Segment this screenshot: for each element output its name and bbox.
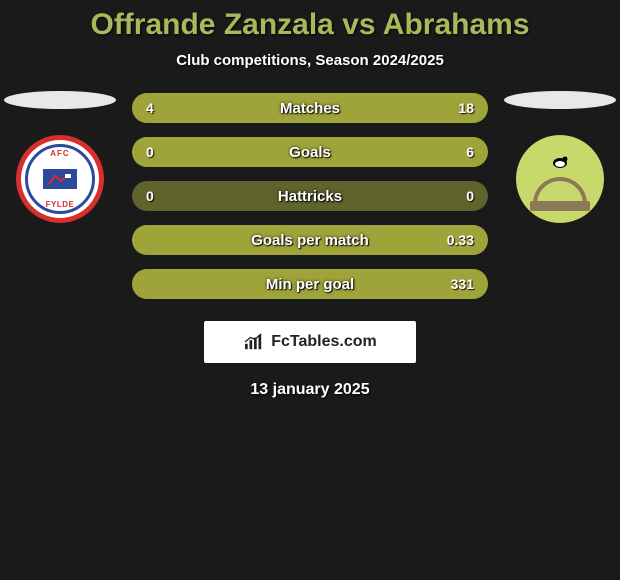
stat-bar: 0 Goals 6: [132, 137, 488, 167]
right-name-ellipse: [504, 91, 616, 109]
bar-value-right: 18: [458, 100, 474, 116]
bar-value-left: 0: [146, 144, 154, 160]
bar-label: Hattricks: [278, 188, 342, 205]
bar-label: Goals: [289, 144, 331, 161]
badge-right-base: [530, 201, 590, 211]
bar-right-fill: [197, 93, 488, 123]
badge-left-top-text: AFC: [50, 149, 69, 158]
badge-left-mid: [43, 169, 77, 189]
bar-value-right: 331: [451, 276, 474, 292]
page-title: Offrande Zanzala vs Abrahams: [0, 8, 620, 42]
stat-bars: 4 Matches 18 0 Goals 6 0 Hattricks 0 Goals per ma…: [132, 91, 488, 299]
comparison-row: AFC FYLDE 4 Matches 18 0 Goals 6 0 Hattricks 0 Go…: [0, 91, 620, 299]
bar-value-right: 0.33: [447, 232, 474, 248]
right-player-col: [504, 91, 616, 223]
date: 13 january 2025: [0, 381, 620, 399]
stat-bar: 0 Hattricks 0: [132, 181, 488, 211]
bar-label: Goals per match: [251, 232, 369, 249]
bar-value-right: 6: [466, 144, 474, 160]
bar-value-right: 0: [466, 188, 474, 204]
subtitle: Club competitions, Season 2024/2025: [0, 52, 620, 69]
stat-bar: Goals per match 0.33: [132, 225, 488, 255]
bar-label: Min per goal: [266, 276, 354, 293]
chart-icon: [243, 333, 265, 351]
left-name-ellipse: [4, 91, 116, 109]
stat-bar: 4 Matches 18: [132, 93, 488, 123]
watermark-text: FcTables.com: [271, 333, 377, 351]
badge-left-bottom-text: FYLDE: [46, 200, 75, 209]
right-club-badge: [516, 135, 604, 223]
bar-left-fill: [132, 93, 197, 123]
left-club-badge: AFC FYLDE: [16, 135, 104, 223]
bar-label: Matches: [280, 100, 340, 117]
watermark: FcTables.com: [204, 321, 416, 363]
left-player-col: AFC FYLDE: [4, 91, 116, 223]
bar-value-left: 0: [146, 188, 154, 204]
stat-bar: Min per goal 331: [132, 269, 488, 299]
bar-value-left: 4: [146, 100, 154, 116]
